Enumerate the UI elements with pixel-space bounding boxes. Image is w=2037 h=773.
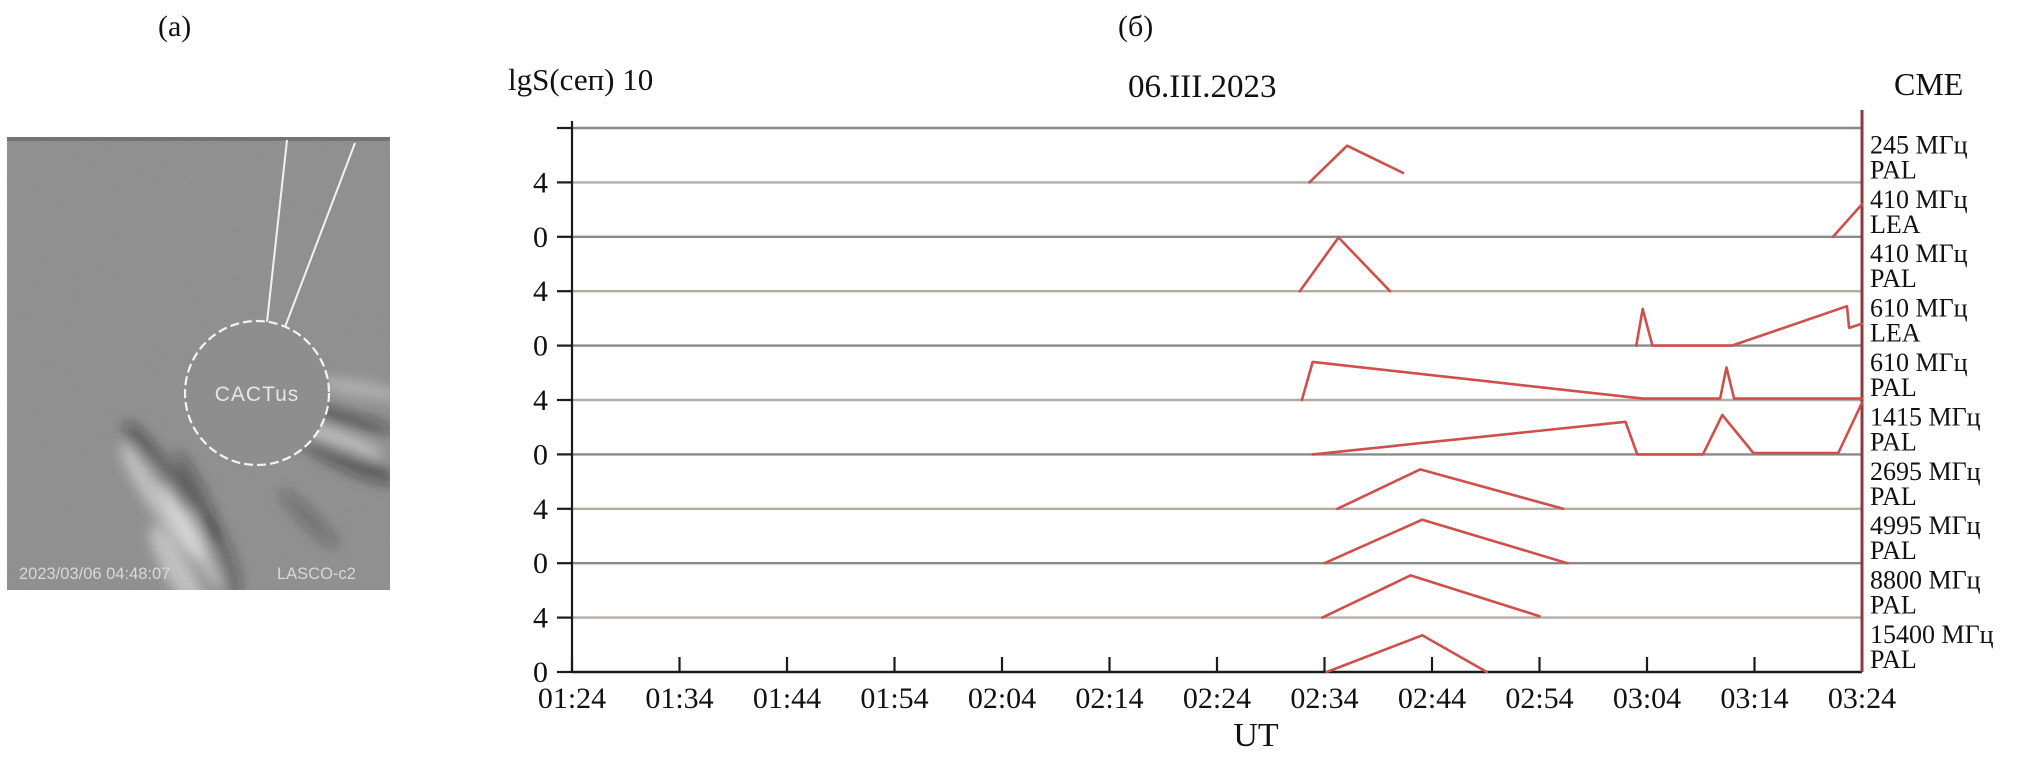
x-tick-label: 02:34 bbox=[1290, 682, 1358, 715]
y-tick-label: 0 bbox=[533, 330, 548, 363]
channel-frequency-label: 410 МГц bbox=[1870, 185, 1968, 214]
channel-frequency-label: 2695 МГц bbox=[1870, 457, 1981, 486]
x-tick-label: 01:24 bbox=[538, 682, 606, 715]
x-axis-title: UT bbox=[1233, 717, 1279, 754]
flux-curve bbox=[1298, 236, 1392, 293]
channel-station-label: LEA bbox=[1870, 210, 1921, 239]
panel-a-label: (а) bbox=[158, 10, 192, 43]
x-tick-label: 03:04 bbox=[1613, 682, 1681, 715]
cactus-wedge-line-left bbox=[266, 139, 288, 323]
y-tick-label: 0 bbox=[533, 438, 548, 471]
flux-curve bbox=[1321, 574, 1541, 619]
channel-station-label: PAL bbox=[1870, 427, 1917, 456]
flux-curve bbox=[1635, 304, 1864, 347]
channel-frequency-label: 610 МГц bbox=[1870, 348, 1968, 377]
flux-curve bbox=[1336, 468, 1565, 511]
x-tick-label: 02:54 bbox=[1505, 682, 1573, 715]
flux-curve bbox=[1325, 633, 1489, 674]
channel-station-label: PAL bbox=[1870, 155, 1917, 184]
channel-frequency-label: 410 МГц bbox=[1870, 239, 1968, 268]
x-tick-label: 02:04 bbox=[968, 682, 1036, 715]
channel-station-label: PAL bbox=[1870, 645, 1917, 674]
coronagraph-image: CACTus 2023/03/06 04:48:07 LASCO-c2 bbox=[7, 137, 390, 590]
x-tick-label: 03:14 bbox=[1720, 682, 1788, 715]
y-tick-label: 4 bbox=[533, 384, 548, 417]
x-tick-label: 01:44 bbox=[753, 682, 821, 715]
y-axis-title: lgS(сеп) 10 bbox=[508, 62, 653, 97]
x-tick-label: 03:24 bbox=[1828, 682, 1896, 715]
flux-curve bbox=[1300, 360, 1864, 402]
channel-frequency-label: 245 МГц bbox=[1870, 130, 1968, 159]
x-tick-label: 01:34 bbox=[645, 682, 713, 715]
cactus-label: CACTus bbox=[215, 383, 300, 406]
chart-date-title: 06.III.2023 bbox=[1128, 69, 1276, 105]
coronagraph-timestamp: 2023/03/06 04:48:07 bbox=[19, 565, 170, 583]
x-tick-label: 02:44 bbox=[1398, 682, 1466, 715]
channel-frequency-label: 15400 МГц bbox=[1870, 620, 1994, 649]
cme-label: CME bbox=[1894, 66, 1963, 102]
channel-station-label: PAL bbox=[1870, 591, 1917, 620]
instrument-label: LASCO-c2 bbox=[277, 565, 356, 583]
y-tick-label: 0 bbox=[533, 656, 548, 689]
channel-frequency-label: 4995 МГц bbox=[1870, 511, 1981, 540]
y-tick-label: 4 bbox=[533, 602, 548, 635]
channel-frequency-label: 8800 МГц bbox=[1870, 566, 1981, 595]
channel-station-label: PAL bbox=[1870, 482, 1917, 511]
channel-frequency-label: 610 МГц bbox=[1870, 294, 1968, 323]
x-tick-label: 02:14 bbox=[1075, 682, 1143, 715]
channel-station-label: PAL bbox=[1870, 373, 1917, 402]
y-tick-label: 4 bbox=[533, 493, 548, 526]
panel-b-label: (б) bbox=[1118, 10, 1154, 43]
flux-curve bbox=[1831, 202, 1864, 239]
channel-frequency-label: 1415 МГц bbox=[1870, 402, 1981, 431]
y-tick-label: 0 bbox=[533, 221, 548, 254]
channel-station-label: PAL bbox=[1870, 264, 1917, 293]
y-tick-label: 4 bbox=[533, 275, 548, 308]
channel-station-label: PAL bbox=[1870, 536, 1917, 565]
occulter-disk bbox=[183, 319, 331, 467]
x-tick-label: 01:54 bbox=[860, 682, 928, 715]
y-tick-label: 4 bbox=[533, 166, 548, 199]
cactus-wedge-line-right bbox=[284, 142, 356, 328]
flux-curve bbox=[1308, 144, 1405, 184]
flux-curve bbox=[1311, 401, 1864, 456]
channel-station-label: LEA bbox=[1870, 319, 1921, 348]
x-tick-label: 02:24 bbox=[1183, 682, 1251, 715]
y-tick-label: 0 bbox=[533, 547, 548, 580]
flux-curve bbox=[1323, 518, 1569, 565]
